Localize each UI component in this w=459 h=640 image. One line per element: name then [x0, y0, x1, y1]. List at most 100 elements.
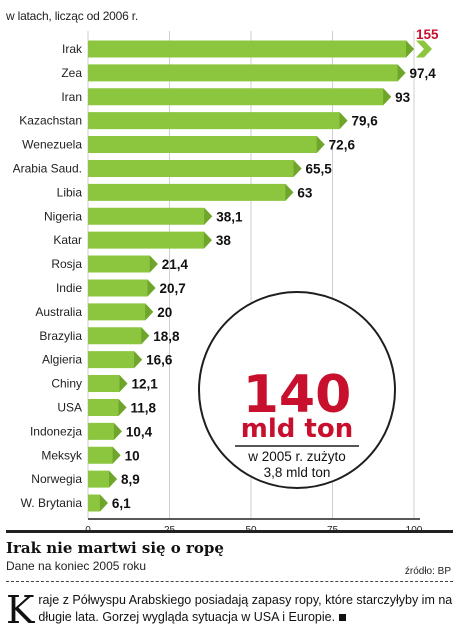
value-label: 38: [216, 233, 232, 248]
footer-subheadline: Dane na koniec 2005 roku: [6, 559, 147, 573]
callout-big-unit: mld ton: [241, 414, 353, 444]
bar-tip: [316, 136, 325, 154]
value-label: 20: [157, 305, 172, 320]
bar: [88, 327, 150, 345]
value-label: 10: [125, 448, 140, 463]
value-label: 8,9: [121, 472, 140, 487]
x-tick-label: 75: [327, 525, 339, 530]
callout-big-number: 140: [243, 365, 352, 425]
bar-tip: [203, 231, 212, 249]
value-label: 20,7: [159, 281, 185, 296]
category-label: Australia: [35, 305, 82, 319]
bar-tip: [406, 40, 414, 58]
bar-tip: [119, 375, 128, 393]
callout-text-line: szacowane są na: [243, 337, 351, 353]
category-label: Algieria: [42, 353, 82, 367]
bar-tip: [134, 351, 143, 369]
category-label: Indie: [56, 281, 82, 295]
bar-tip: [149, 255, 158, 273]
footer-rule: [6, 530, 453, 533]
bar: [88, 207, 213, 225]
category-label: Indonezja: [30, 424, 82, 438]
bar-tip: [397, 64, 406, 82]
bar-tip: [383, 88, 392, 106]
end-square-icon: [339, 614, 347, 621]
bar: [88, 40, 414, 58]
category-label: Wenezuela: [22, 138, 82, 152]
footer-body: raje z Półwyspu Arabskiego posiadają zap…: [38, 593, 453, 624]
chart-x-ticks: 0 25 50 75 100: [85, 525, 423, 530]
bar-break: [416, 40, 432, 58]
value-label: 155: [416, 27, 439, 42]
value-label: 16,6: [146, 353, 173, 368]
bar-tip: [204, 207, 213, 225]
bar-chart: Irak 155 Zea 97,4 Iran 93 Kazachstan 79,6 Wenezu…: [13, 27, 439, 530]
bar: [88, 303, 154, 321]
callout-circle: [198, 291, 396, 489]
category-label: Norwegia: [31, 472, 82, 486]
bar-tip: [339, 112, 348, 130]
value-label: 6,1: [112, 496, 131, 511]
bar: [88, 64, 406, 82]
category-label: Zea: [61, 66, 82, 80]
bar: [88, 375, 128, 393]
footer-dropcap: K: [6, 588, 35, 632]
value-label: 18,8: [153, 329, 180, 344]
bar: [88, 112, 348, 130]
value-label: 10,4: [126, 424, 153, 439]
category-label: Libia: [57, 185, 83, 199]
bar-tip: [141, 327, 150, 345]
bar: [88, 183, 294, 201]
x-tick-label: 25: [164, 525, 176, 530]
category-label: Kazachstan: [19, 114, 82, 128]
value-label: 21,4: [162, 257, 189, 272]
x-tick-label: 100: [406, 525, 423, 530]
category-label: Irak: [62, 42, 83, 56]
chart-labels: Irak 155 Zea 97,4 Iran 93 Kazachstan 79,6 Wenezu…: [13, 27, 439, 511]
bar-tip: [109, 470, 118, 488]
category-label: USA: [57, 400, 82, 414]
footer-dashed-divider: [6, 581, 453, 582]
category-label: Katar: [53, 233, 82, 247]
bar: [88, 446, 121, 464]
bar: [88, 231, 212, 249]
bar-tip: [285, 183, 294, 201]
callout-group: Światowe zasoby ropy naftowej szacowane …: [198, 291, 396, 489]
value-label: 65,5: [306, 161, 333, 176]
bar: [88, 422, 122, 440]
value-label: 63: [297, 185, 313, 200]
x-tick-label: 50: [245, 525, 257, 530]
category-label: Meksyk: [41, 448, 83, 462]
callout-text-line: zasoby ropy naftowej: [231, 317, 363, 333]
bar-tip: [118, 398, 127, 416]
chart-bars: [88, 40, 432, 512]
bar: [88, 88, 392, 106]
callout-text-line: Światowe: [267, 296, 327, 313]
value-label: 12,1: [131, 377, 158, 392]
bar-tip: [145, 303, 154, 321]
callout-note-line: w 2005 r. zużyto: [247, 449, 346, 464]
bar-tip: [113, 422, 122, 440]
category-label: Chiny: [51, 377, 82, 391]
value-label: 97,4: [410, 66, 437, 81]
value-label: 79,6: [351, 114, 378, 129]
category-label: Nigeria: [44, 209, 82, 223]
chart-subtitle: w latach, licząc od 2006 r.: [6, 9, 139, 23]
bar: [88, 136, 325, 154]
category-label: Rosja: [51, 257, 82, 271]
bar: [88, 159, 302, 177]
bar: [88, 398, 127, 416]
category-label: Brazylia: [39, 329, 82, 343]
footer-headline: Irak nie martwi się o ropę: [6, 539, 224, 557]
bar: [88, 351, 143, 369]
bar-tip: [147, 279, 156, 297]
value-label: 38,1: [216, 209, 243, 224]
bar-tip: [99, 494, 108, 512]
value-label: 11,8: [130, 400, 156, 415]
category-label: Iran: [61, 90, 82, 104]
category-label: Arabia Saud.: [13, 161, 82, 175]
x-tick-label: 0: [85, 525, 91, 530]
bar-tip: [293, 159, 302, 177]
footer-source: źródło: BP: [404, 566, 451, 577]
